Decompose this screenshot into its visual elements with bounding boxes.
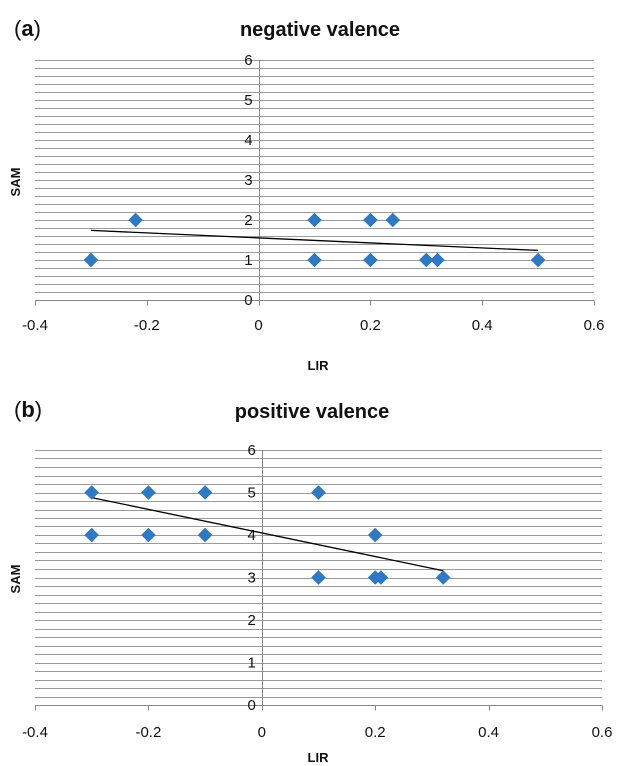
x-axis-label-a: LIR	[308, 358, 330, 373]
y-tick-label: 3	[247, 570, 255, 587]
data-point	[430, 252, 445, 268]
data-point	[84, 527, 100, 543]
y-tick-labels-b: 0 1 2 3 4 5 6	[247, 442, 255, 714]
data-point	[363, 252, 378, 268]
y-tick-label: 6	[247, 442, 255, 459]
data-point	[363, 212, 378, 228]
trendline	[91, 496, 444, 572]
y-axis-label-a: SAM	[8, 168, 23, 197]
y-tick-label: 0	[244, 292, 252, 309]
y-axis-label-b: SAM	[8, 565, 23, 594]
data-point	[367, 527, 383, 543]
scatter-chart-b: (b) positive valence -0.4 -0.2 0 0.2 0.4 0.6 …	[8, 397, 612, 765]
x-tick-label: 0.4	[472, 317, 493, 334]
x-tick-label: 0.2	[360, 317, 381, 334]
x-tick-labels-a: -0.4 -0.2 0 0.2 0.4 0.6	[22, 317, 604, 334]
data-point	[530, 252, 546, 268]
panel-label-a: (a)	[14, 16, 41, 41]
y-tick-label: 5	[247, 485, 255, 502]
axes-b	[35, 450, 603, 711]
x-tick-label: 0.6	[584, 317, 605, 334]
x-tick-label: -0.2	[134, 317, 160, 334]
x-tick-label: -0.2	[135, 724, 161, 741]
data-point	[128, 212, 143, 228]
data-point	[385, 212, 401, 228]
scatter-chart-a: (a) negative valence -0.4 -0.2 0 0.2 0.4 0.6 …	[8, 16, 604, 373]
y-tick-label: 0	[247, 697, 255, 714]
data-point	[418, 252, 434, 268]
x-axis-label-b: LIR	[308, 750, 330, 765]
trendline-a	[90, 229, 539, 252]
chart-title-a: negative valence	[240, 19, 400, 41]
x-tick-label: 0.2	[365, 724, 386, 741]
data-point	[84, 485, 100, 500]
y-tick-label: 6	[244, 52, 252, 69]
data-point	[307, 252, 322, 268]
chart-panel-a: (a) negative valence -0.4 -0.2 0 0.2 0.4 0.6 …	[8, 16, 604, 373]
x-tick-label: -0.4	[22, 317, 48, 334]
y-tick-label: 4	[247, 527, 255, 544]
data-point	[141, 527, 156, 543]
chart-title-b: positive valence	[235, 401, 390, 423]
data-point	[311, 570, 326, 585]
y-tick-label: 2	[247, 612, 255, 629]
y-tick-label: 1	[247, 655, 255, 672]
data-point	[197, 485, 213, 500]
data-point	[197, 527, 213, 543]
data-point	[307, 212, 322, 228]
grid-b	[35, 450, 602, 706]
y-tick-labels-a: 0 1 2 3 4 5 6	[244, 52, 252, 309]
data-points-b	[84, 485, 451, 585]
x-tick-labels-b: -0.4 -0.2 0 0.2 0.4 0.6	[22, 724, 612, 741]
y-tick-label: 5	[244, 92, 252, 109]
x-tick-label: 0.4	[478, 724, 499, 741]
chart-panel-b: (b) positive valence -0.4 -0.2 0 0.2 0.4 0.6 …	[0, 383, 619, 766]
data-point	[83, 252, 99, 268]
data-point	[141, 485, 156, 500]
axes-a	[35, 60, 595, 306]
data-point	[311, 485, 326, 500]
y-tick-label: 2	[244, 212, 252, 229]
trendline	[90, 229, 539, 252]
panel-label-b: (b)	[14, 397, 42, 422]
y-tick-label: 3	[244, 172, 252, 189]
data-point	[373, 570, 389, 585]
data-point	[435, 570, 451, 585]
y-tick-label: 4	[244, 132, 252, 149]
x-tick-label: 0.6	[592, 724, 613, 741]
y-tick-label: 1	[244, 252, 252, 269]
trendline-b	[91, 496, 444, 572]
data-points-a	[83, 212, 546, 268]
x-tick-label: 0	[254, 317, 262, 334]
x-tick-label: -0.4	[22, 724, 48, 741]
grid-a	[35, 60, 594, 301]
x-tick-label: 0	[258, 724, 266, 741]
